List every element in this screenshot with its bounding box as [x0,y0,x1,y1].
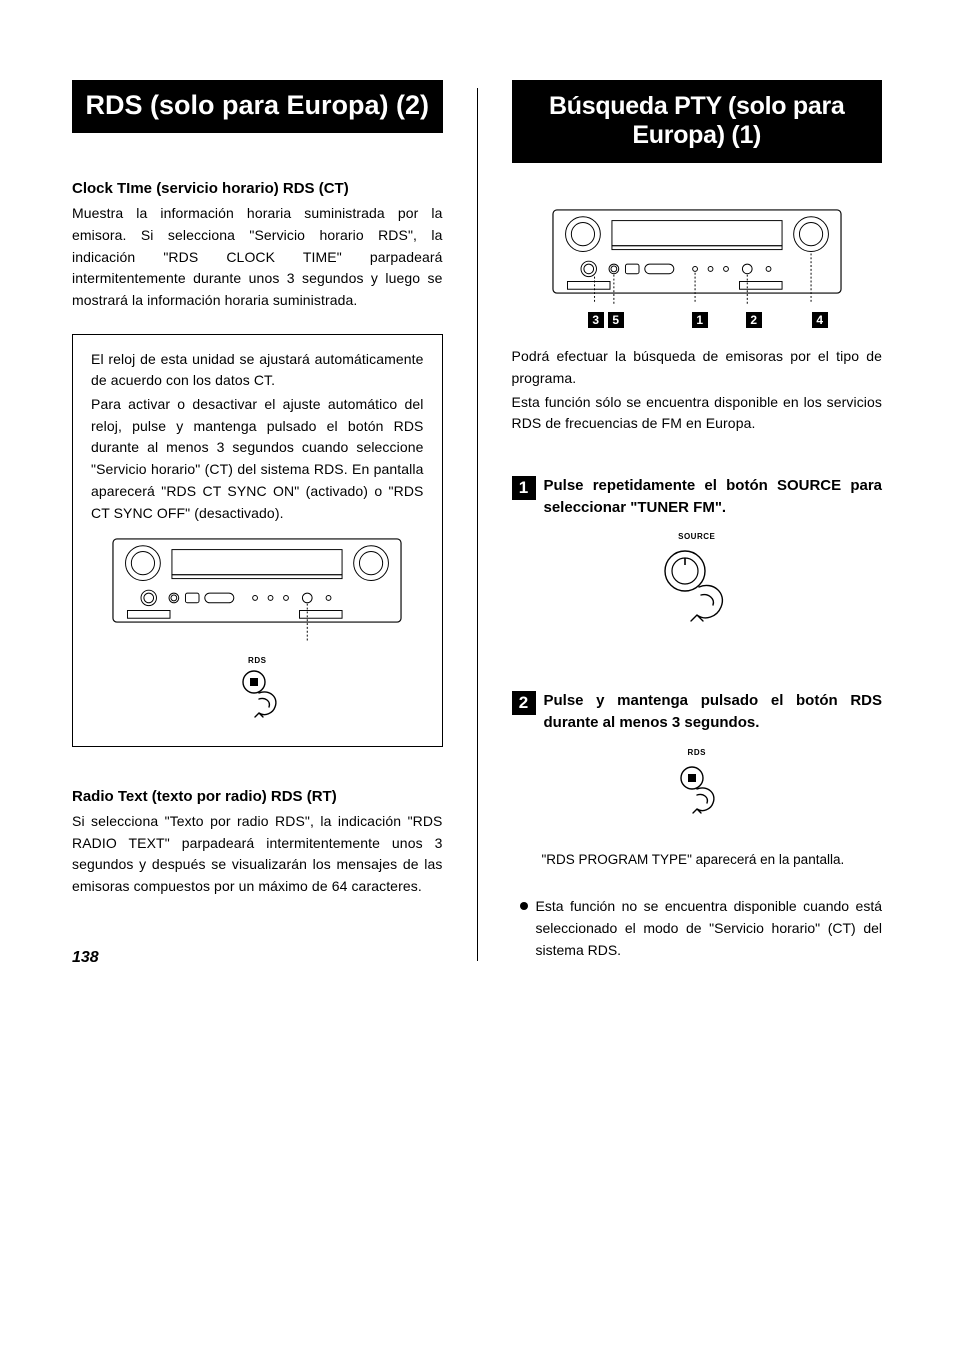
intro-1: Podrá efectuar la búsqueda de emisoras p… [512,346,883,389]
callout-2: 2 [746,312,762,328]
callout-4: 4 [812,312,828,328]
receiver-front-icon [112,538,402,644]
bullet-text: Esta función no se encuentra disponible … [536,896,883,961]
bullet-note: Esta función no se encuentra disponible … [520,896,883,961]
info-box: El reloj de esta unidad se ajustará auto… [72,334,443,747]
rds-label-2: RDS [512,748,883,757]
device-illustration: RDS [91,538,424,727]
rt-heading: Radio Text (texto por radio) RDS (RT) [72,787,443,807]
rds-label: RDS [91,656,424,665]
button-press-icon [667,763,727,823]
left-column: RDS (solo para Europa) (2) Clock TIme (s… [72,80,443,961]
page: RDS (solo para Europa) (2) Clock TIme (s… [0,0,954,1001]
ct-heading: Clock TIme (servicio horario) RDS (CT) [72,179,443,199]
box-p1: El reloj de esta unidad se ajustará auto… [91,349,424,392]
callout-numbers-row: 3 5 1 2 4 [512,312,883,332]
callout-1: 1 [692,312,708,328]
ct-body: Muestra la información horaria suministr… [72,203,443,311]
step-2: 2 Pulse y mantenga pulsado el botón RDS … [512,690,883,870]
intro-2: Esta función sólo se encuentra disponibl… [512,392,883,435]
source-label: SOURCE [512,532,883,541]
right-column: Búsqueda PTY (solo para Europa) (1) [512,80,883,961]
two-column-layout: RDS (solo para Europa) (2) Clock TIme (s… [72,80,882,961]
knob-press-icon [655,547,739,631]
page-number: 138 [72,949,99,967]
left-section-title: RDS (solo para Europa) (2) [72,80,443,133]
step-2-number: 2 [512,691,536,715]
step-1-number: 1 [512,476,536,500]
column-divider [477,88,478,961]
step-1-text: Pulse repetidamente el botón SOURCE para… [544,475,883,519]
receiver-front-icon [552,209,842,306]
right-section-title: Búsqueda PTY (solo para Europa) (1) [512,80,883,163]
callout-axis: 3 5 1 2 4 [552,312,842,332]
callout-5: 5 [608,312,624,328]
step-2-illustration: RDS [512,748,883,828]
device-with-callouts: 3 5 1 2 4 [512,209,883,333]
step-1: 1 Pulse repetidamente el botón SOURCE pa… [512,475,883,637]
press-button-icon [229,667,285,728]
bullet-icon [520,902,528,910]
step-2-note: "RDS PROGRAM TYPE" aparecerá en la panta… [542,850,883,870]
step-1-illustration: SOURCE [512,532,883,636]
box-p2: Para activar o desactivar el ajuste auto… [91,394,424,524]
step-2-text: Pulse y mantenga pulsado el botón RDS du… [544,690,883,734]
rt-body: Si selecciona "Texto por radio RDS", la … [72,811,443,898]
callout-3: 3 [588,312,604,328]
